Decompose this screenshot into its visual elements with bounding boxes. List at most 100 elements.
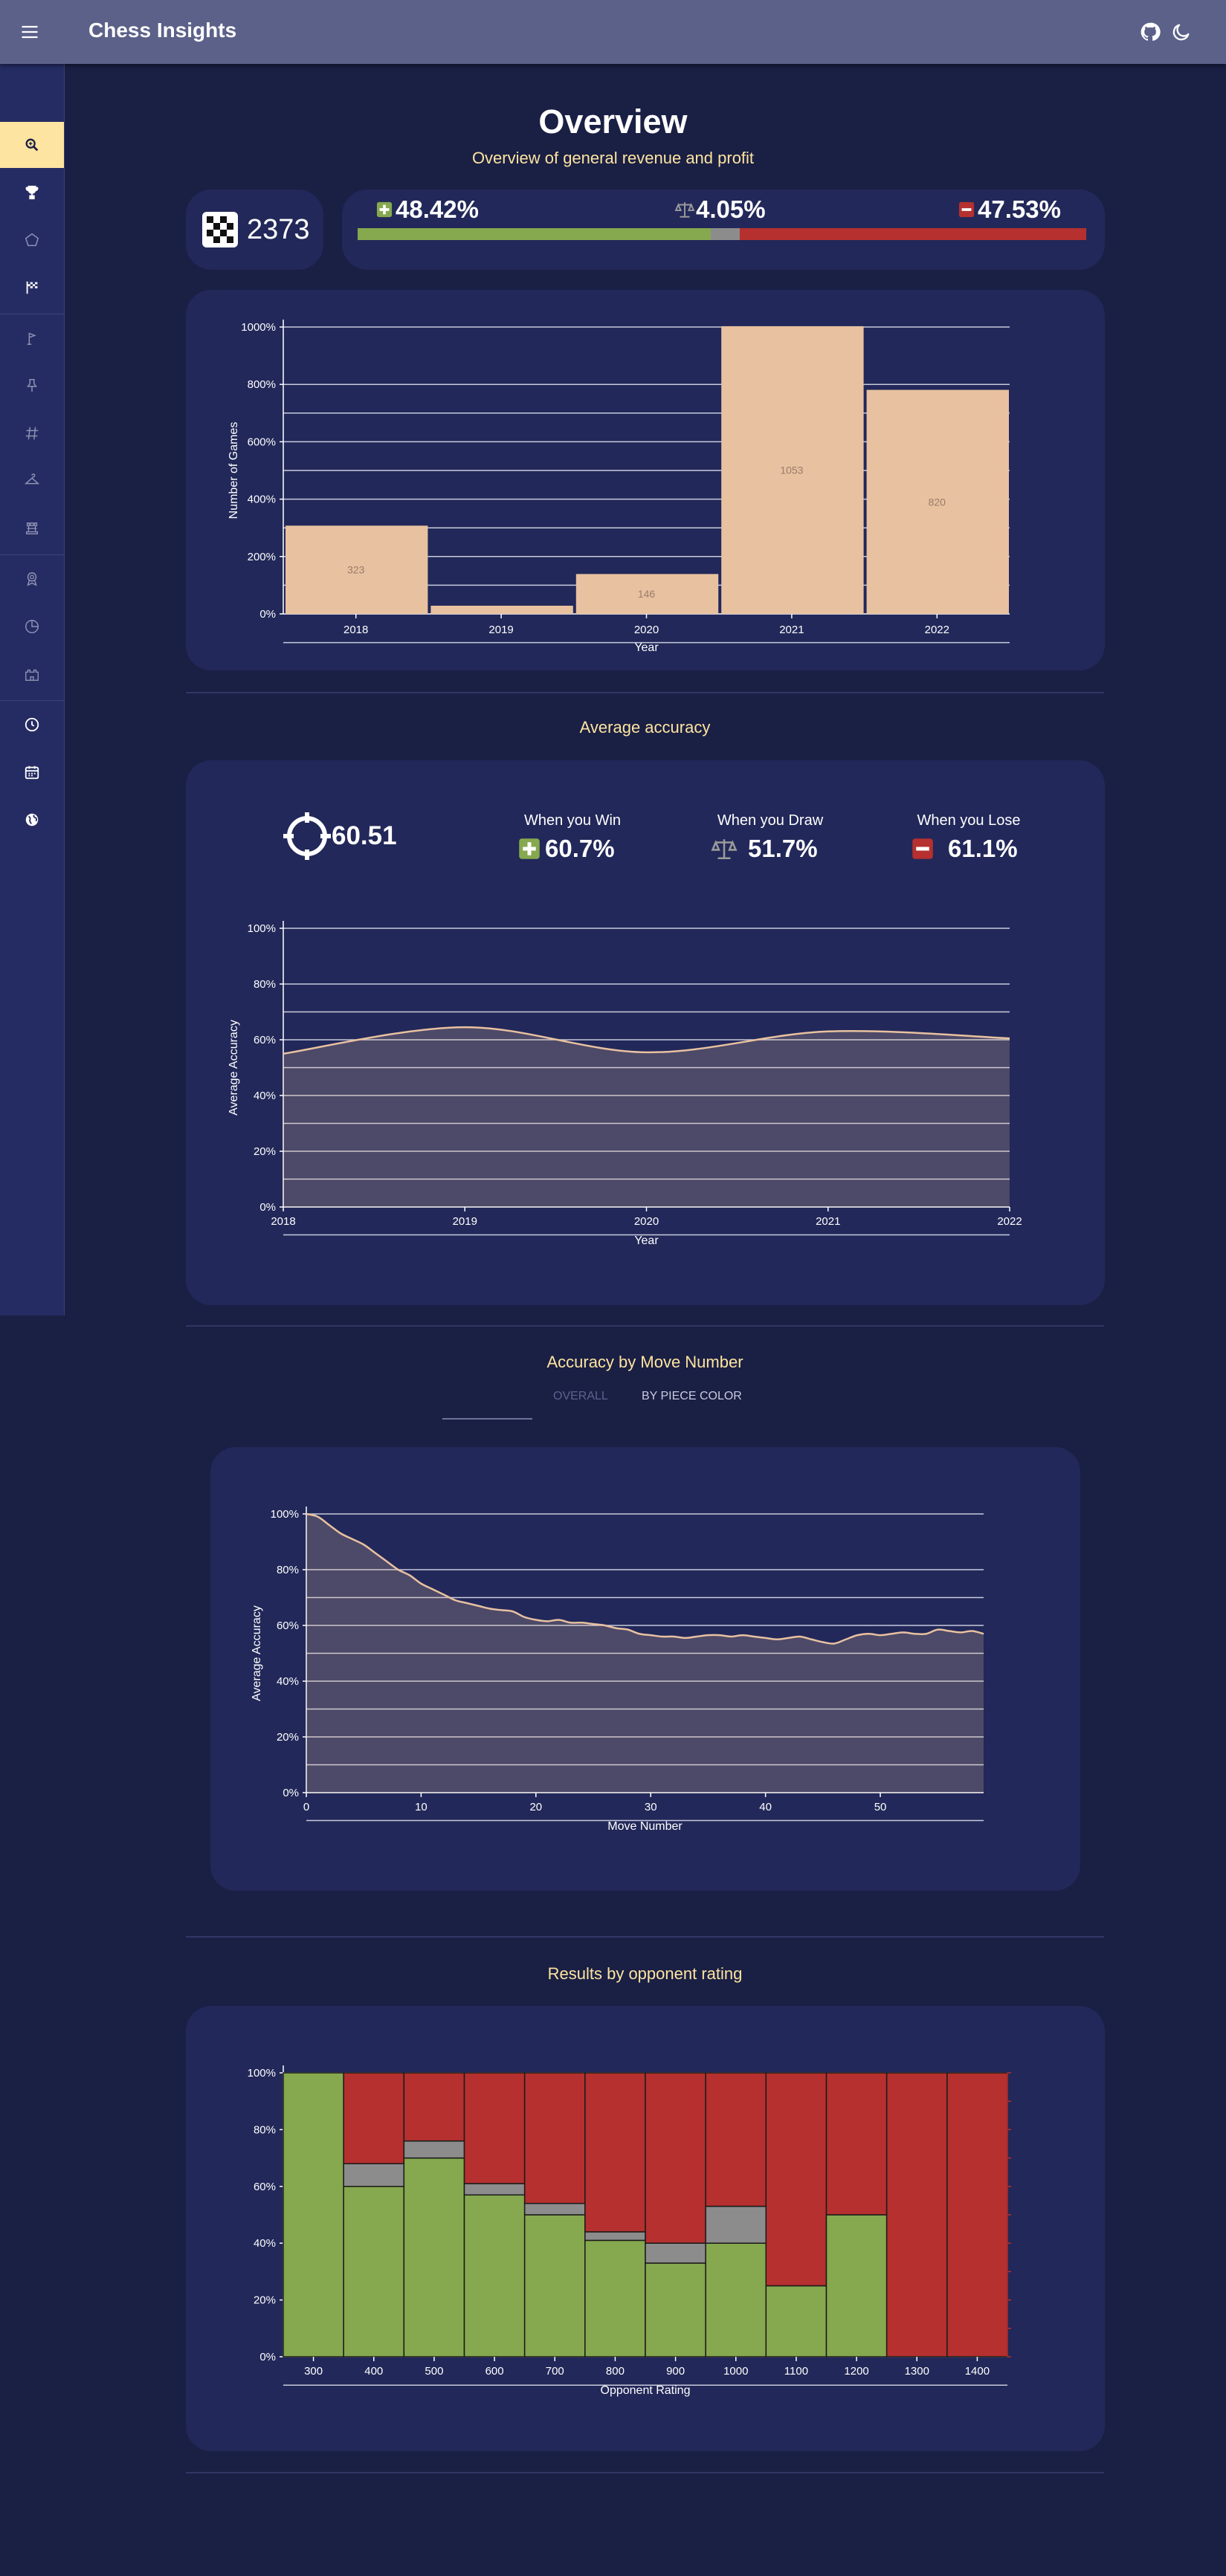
sidebar-item-flag[interactable] [0,315,64,361]
pentagon-icon [25,233,39,247]
draw-segment [584,2231,646,2242]
x-axis-title: Opponent Rating [601,2384,691,2397]
menu-icon[interactable] [19,22,40,42]
y-tick-label: 100% [248,922,276,935]
page-subtitle: Overview of general revenue and profit [471,149,755,167]
x-tick-label: 600 [485,2365,504,2378]
x-tick-label: 10 [415,1801,428,1813]
y-tick-label: 200% [248,551,276,563]
pin-icon [27,379,37,392]
accuracy-area [283,1027,1010,1207]
loss-segment [523,2072,586,2204]
results-ratio-bar [358,228,1086,240]
loss-segment [343,2072,405,2164]
loss-segment [825,2072,888,2216]
y-tick-label: 60% [254,1034,276,1046]
win-segment [463,2194,526,2357]
games-count-card: 2373 [186,190,323,270]
ratio-bar-win [358,228,711,240]
page-title: Overview [538,103,688,140]
sidebar-item-award[interactable] [0,556,64,602]
win-segment [403,2157,465,2357]
x-tick-label: 2018 [271,1215,295,1228]
tab-overall[interactable]: OVERALL [553,1390,608,1402]
win-accuracy-label: When you Win [523,812,622,829]
draw-scale-icon [711,839,738,860]
win-accuracy-value: 60.7% [545,835,615,862]
x-tick-label: 2020 [634,624,659,636]
sidebar-item-hanger[interactable] [0,458,64,504]
sidebar-item-calendar[interactable] [0,749,64,795]
loss-minus-icon [912,838,933,859]
bar-value-label: 323 [347,564,365,576]
bar [866,389,1009,614]
overall-accuracy: 60.51 [332,821,397,850]
games-per-year-card: 0% 200% 400% 600% 800% 1000% Number of Games Ye… [186,290,1105,670]
win-segment [584,2239,646,2357]
app-title: Chess Insights [88,19,237,42]
x-tick-label: 1100 [784,2365,808,2378]
sidebar-item-castle[interactable] [0,651,64,697]
y-tick-label: 0% [259,1201,276,1214]
y-tick-label: 400% [248,493,276,506]
draw-segment [523,2202,586,2216]
section-divider [186,1325,1104,1327]
opponent-rating-title: Results by opponent rating [547,1964,743,1983]
accuracy-by-year-chart: 0% 20% 40% 60% 80% 100% Average Accuracy Year 20… [228,921,1022,1247]
sidebar-item-globe[interactable] [0,797,64,843]
x-axis-title: Move Number [607,1820,683,1833]
y-axis-title: Average Accuracy [251,1605,263,1701]
loss-segment [765,2072,827,2287]
chess-rook-icon [25,522,39,535]
results-ratio-card: 48.42% 4.05% 47.53% [342,190,1105,270]
tab-indicator [442,1418,532,1420]
github-icon[interactable] [1140,22,1161,42]
pie-chart-icon [25,620,39,633]
flag-icon [27,332,36,345]
sidebar-item-trophy[interactable] [0,169,64,216]
win-plus-icon [519,838,540,859]
sidebar-item-pin[interactable] [0,363,64,409]
loss-percentage: 47.53% [978,195,1061,223]
x-tick-label: 2019 [453,1215,477,1228]
x-tick-label: 1400 [965,2365,990,2378]
y-tick-label: 60% [254,2181,276,2193]
x-tick-label: 0 [303,1801,309,1813]
y-tick-label: 100% [248,2067,276,2080]
accuracy-line [306,1512,984,1645]
x-tick-label: 500 [425,2365,443,2378]
draw-accuracy-value: 51.7% [748,835,818,862]
checkered-flag-icon [26,281,38,294]
y-tick-label: 0% [259,608,276,621]
sidebar-item-hashtag[interactable] [0,410,64,456]
win-plus-icon [376,201,393,218]
loss-segment [403,2072,465,2142]
games-per-year-chart: 0% 200% 400% 600% 800% 1000% Number of Games Ye… [228,320,1010,654]
section-divider [186,1936,1104,1938]
x-tick-label: 30 [645,1801,657,1813]
average-accuracy-card: 60.51 When you Win 60.7% When you Draw 5… [186,760,1105,1305]
sidebar-item-chess-rook[interactable] [0,505,64,551]
calendar-icon [25,766,39,780]
win-segment [343,2186,405,2357]
sidebar-item-clock[interactable] [0,702,64,748]
sidebar-item-pie-chart[interactable] [0,603,64,650]
opponent-rating-card: 0% 20% 40% 60% 80% 100% Opponent Rating 300 400 5… [186,2006,1105,2451]
y-tick-label: 40% [254,2237,276,2250]
sidebar-item-checkered-flag[interactable] [0,265,64,311]
x-tick-label: 2018 [343,624,368,636]
sidebar-item-search[interactable] [0,122,64,168]
dark-mode-moon-icon[interactable] [1171,22,1192,42]
draw-segment [343,2163,405,2187]
loss-segment [463,2072,526,2184]
loss-segment [705,2072,767,2207]
accuracy-area [306,1514,984,1793]
sidebar-item-pentagon[interactable] [0,217,64,263]
tab-by-piece-color[interactable]: BY PIECE COLOR [642,1390,742,1402]
x-tick-label: 2022 [997,1215,1022,1228]
y-tick-label: 60% [277,1619,299,1632]
bar-value-label: 1053 [780,464,803,476]
x-tick-label: 1000 [723,2365,748,2378]
y-axis-title: Number of Games [228,422,240,520]
bar [575,574,719,614]
